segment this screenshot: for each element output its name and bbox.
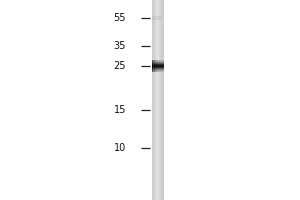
Bar: [156, 0, 157, 200]
Bar: [152, 60, 153, 72]
Bar: [156, 60, 157, 72]
Bar: [152, 65, 164, 66]
Bar: [163, 60, 164, 72]
Bar: [152, 70, 164, 71]
Bar: [162, 60, 163, 72]
Bar: [159, 0, 160, 200]
Bar: [158, 60, 159, 72]
Bar: [152, 71, 164, 72]
Bar: [154, 60, 155, 72]
Bar: [160, 0, 161, 200]
Bar: [161, 0, 162, 200]
Bar: [155, 0, 156, 200]
Bar: [153, 60, 154, 72]
Bar: [152, 62, 164, 63]
Bar: [163, 60, 164, 72]
Bar: [156, 0, 157, 200]
Bar: [161, 60, 162, 72]
Bar: [152, 63, 164, 64]
Bar: [159, 0, 160, 200]
Bar: [152, 62, 164, 63]
Bar: [162, 60, 163, 72]
Bar: [152, 60, 164, 61]
Bar: [152, 64, 164, 65]
Bar: [157, 0, 158, 200]
Bar: [161, 0, 162, 200]
Bar: [152, 61, 164, 62]
Bar: [152, 0, 153, 200]
Bar: [154, 0, 155, 200]
Bar: [157, 0, 158, 200]
Bar: [152, 61, 164, 62]
Bar: [152, 69, 164, 70]
Bar: [152, 68, 164, 69]
Bar: [163, 0, 164, 200]
Bar: [152, 16, 162, 20]
Bar: [162, 0, 163, 200]
Bar: [153, 0, 154, 200]
Text: 25: 25: [113, 61, 126, 71]
Bar: [152, 0, 153, 200]
Bar: [163, 0, 164, 200]
Bar: [161, 60, 162, 72]
Bar: [158, 0, 159, 200]
Bar: [157, 60, 158, 72]
Bar: [152, 63, 164, 64]
Bar: [155, 0, 156, 200]
Text: 55: 55: [113, 13, 126, 23]
Text: 35: 35: [114, 41, 126, 51]
Bar: [157, 0, 158, 200]
Bar: [152, 66, 164, 67]
Text: 15: 15: [114, 105, 126, 115]
Bar: [152, 65, 164, 66]
Bar: [160, 0, 161, 200]
Bar: [160, 0, 161, 200]
Bar: [155, 60, 156, 72]
Bar: [160, 60, 161, 72]
Bar: [152, 0, 153, 200]
Bar: [154, 0, 155, 200]
Bar: [159, 60, 160, 72]
Bar: [161, 0, 162, 200]
Bar: [152, 64, 164, 65]
Bar: [155, 60, 156, 72]
Bar: [152, 70, 164, 71]
Text: 10: 10: [114, 143, 126, 153]
Bar: [162, 0, 163, 200]
Bar: [152, 66, 164, 67]
Bar: [152, 67, 164, 68]
Bar: [157, 60, 158, 72]
Bar: [155, 0, 156, 200]
Bar: [158, 0, 159, 200]
Bar: [152, 68, 164, 69]
Bar: [156, 60, 157, 72]
Bar: [152, 69, 164, 70]
Bar: [153, 0, 154, 200]
Bar: [158, 60, 159, 72]
Bar: [152, 67, 164, 68]
Bar: [163, 0, 164, 200]
Bar: [154, 0, 155, 200]
Bar: [152, 60, 153, 72]
Bar: [158, 0, 159, 200]
